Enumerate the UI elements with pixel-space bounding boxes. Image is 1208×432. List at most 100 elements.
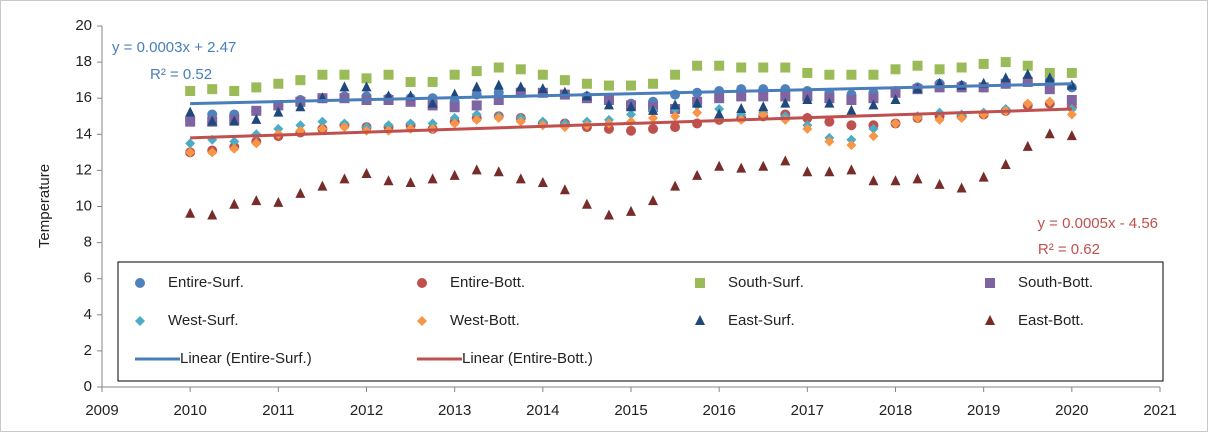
y-tick-label: 8 — [84, 234, 92, 251]
point — [317, 123, 328, 134]
point — [449, 88, 460, 99]
point — [692, 169, 703, 180]
point — [493, 95, 504, 106]
trend-r2: R² = 0.52 — [150, 66, 212, 83]
point — [1044, 96, 1055, 107]
y-axis-label: Temperature — [36, 164, 53, 248]
point — [229, 115, 240, 126]
point — [824, 116, 835, 127]
point — [824, 166, 835, 177]
point — [890, 118, 901, 129]
point — [273, 123, 284, 134]
point — [780, 97, 791, 108]
point — [670, 69, 681, 80]
point — [934, 114, 945, 125]
point — [603, 123, 614, 134]
legend-label: Entire-Bott. — [450, 274, 525, 291]
point — [868, 131, 879, 142]
point — [229, 85, 240, 96]
y-tick-label: 0 — [84, 378, 92, 395]
point — [185, 116, 196, 127]
point — [890, 87, 901, 98]
point — [846, 120, 857, 131]
point — [515, 64, 526, 75]
point — [427, 97, 438, 108]
point — [912, 60, 923, 71]
point — [1044, 128, 1055, 139]
point — [802, 94, 813, 105]
point — [427, 173, 438, 184]
point — [626, 205, 636, 216]
y-tick-label: 12 — [75, 161, 92, 178]
x-tick-label: 2013 — [438, 402, 471, 419]
point — [317, 180, 328, 191]
legend-label: East-Surf. — [728, 312, 795, 329]
point — [1022, 140, 1033, 151]
point — [515, 116, 526, 127]
point — [736, 62, 747, 73]
point — [559, 184, 570, 195]
point — [868, 93, 879, 104]
point — [868, 99, 879, 110]
point — [493, 79, 504, 90]
point — [405, 118, 416, 129]
x-tick-label: 2016 — [702, 402, 735, 419]
point — [295, 101, 306, 112]
point — [758, 62, 769, 73]
point — [273, 196, 284, 207]
point — [449, 118, 460, 129]
y-tick-label: 4 — [84, 306, 92, 323]
legend-label: West-Surf. — [168, 312, 239, 329]
x-tick-label: 2009 — [85, 402, 118, 419]
point — [207, 115, 218, 126]
point — [515, 173, 526, 184]
point — [692, 60, 703, 71]
point — [1022, 60, 1033, 71]
point — [1000, 72, 1011, 83]
point — [1066, 109, 1077, 120]
trend-equation: y = 0.0003x + 2.47 — [112, 39, 236, 56]
point — [405, 96, 416, 107]
point — [780, 155, 791, 166]
point — [185, 207, 196, 218]
point — [383, 120, 394, 131]
y-tick-label: 6 — [84, 270, 92, 287]
trend-line — [190, 82, 1072, 106]
point — [1044, 84, 1055, 95]
point — [251, 113, 262, 124]
point — [471, 81, 482, 92]
point — [648, 104, 659, 115]
y-tick-label: 10 — [75, 197, 92, 214]
point — [273, 78, 284, 89]
x-tick-label: 2021 — [1143, 402, 1176, 419]
point — [603, 80, 614, 91]
y-tick-label: 16 — [75, 89, 92, 106]
point — [692, 107, 703, 118]
point — [846, 69, 857, 80]
y-tick-label: 18 — [75, 53, 92, 70]
point — [736, 162, 747, 173]
point — [471, 164, 482, 175]
point — [471, 100, 482, 111]
point — [449, 69, 460, 80]
point — [626, 101, 636, 112]
legend-label: West-Bott. — [450, 312, 520, 329]
point — [339, 122, 350, 133]
legend-label: East-Bott. — [1018, 312, 1084, 329]
point — [714, 160, 725, 171]
legend-swatch — [135, 278, 145, 288]
legend-swatch — [695, 315, 705, 325]
point — [273, 100, 284, 111]
point — [537, 177, 548, 188]
legend-swatch — [417, 278, 427, 288]
point — [295, 187, 306, 198]
point — [383, 175, 394, 186]
point — [207, 84, 218, 95]
point — [626, 125, 636, 136]
point — [339, 93, 350, 104]
point — [648, 195, 659, 206]
legend-label: South-Surf. — [728, 274, 804, 291]
point — [670, 99, 681, 110]
point — [648, 123, 659, 134]
point — [449, 102, 460, 113]
